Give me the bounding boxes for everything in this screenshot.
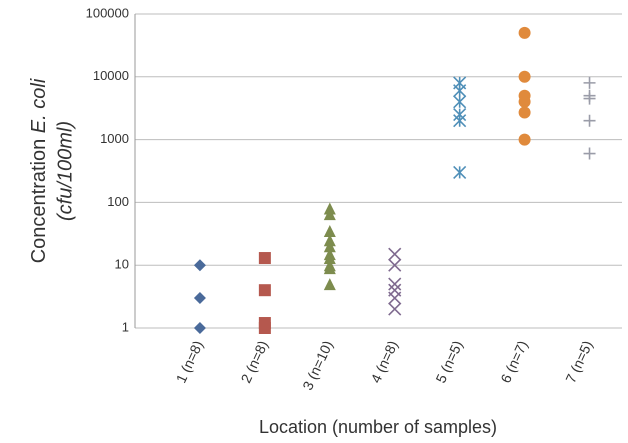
triangle-marker [323, 208, 336, 221]
square-marker [258, 284, 271, 297]
y-tick-label: 100 [107, 194, 129, 209]
y-tick-label: 1 [122, 319, 129, 334]
triangle-marker [323, 278, 336, 291]
x-tick-label: 1 (n=8) [173, 338, 206, 385]
x-tick-label: 6 (n=7) [497, 338, 530, 385]
triangle-marker [323, 240, 336, 253]
y-label-text: Concentration [28, 139, 50, 264]
y-label-species: E. coli [28, 78, 50, 133]
y-tick-label: 1000 [100, 131, 129, 146]
x-tick-label: 7 (n=5) [562, 338, 595, 385]
x-marker [388, 258, 402, 272]
asterisk-marker [453, 95, 467, 109]
plus-marker [583, 114, 596, 127]
circle-marker [518, 95, 531, 108]
triangle-marker [323, 225, 336, 238]
circle-marker [518, 70, 531, 83]
plus-marker [583, 92, 596, 105]
circle-marker [518, 133, 531, 146]
y-tick-label: 10000 [93, 68, 129, 83]
x-marker [388, 302, 402, 316]
triangle-marker [323, 252, 336, 265]
circle-marker [518, 26, 531, 39]
asterisk-marker [453, 84, 467, 98]
diamond-marker [193, 259, 206, 272]
x-tick-label: 4 (n=8) [367, 338, 400, 385]
plus-marker [583, 147, 596, 160]
y-tick-label: 10 [115, 257, 129, 272]
x-axis-label: Location (number of samples) [259, 417, 497, 437]
y-tick-label: 100000 [86, 5, 129, 20]
x-marker [388, 291, 402, 305]
diamond-marker [193, 322, 206, 334]
y-axis-label: Concentration E. coli [28, 78, 50, 263]
x-marker [388, 247, 402, 261]
x-tick-label: 3 (n=10) [299, 338, 336, 392]
x-tick-label: 5 (n=5) [432, 338, 465, 385]
diamond-marker [193, 292, 206, 305]
triangle-marker [323, 262, 336, 275]
square-marker [258, 252, 271, 265]
x-marker [388, 277, 402, 291]
square-marker [258, 322, 271, 334]
asterisk-marker [453, 114, 467, 128]
triangle-marker [323, 234, 336, 247]
plus-marker [583, 76, 596, 89]
asterisk-marker [453, 165, 467, 180]
x-tick-label: 2 (n=8) [238, 338, 271, 385]
y-axis-unit: (cfu/100ml) [54, 121, 76, 221]
circle-marker [518, 106, 531, 119]
